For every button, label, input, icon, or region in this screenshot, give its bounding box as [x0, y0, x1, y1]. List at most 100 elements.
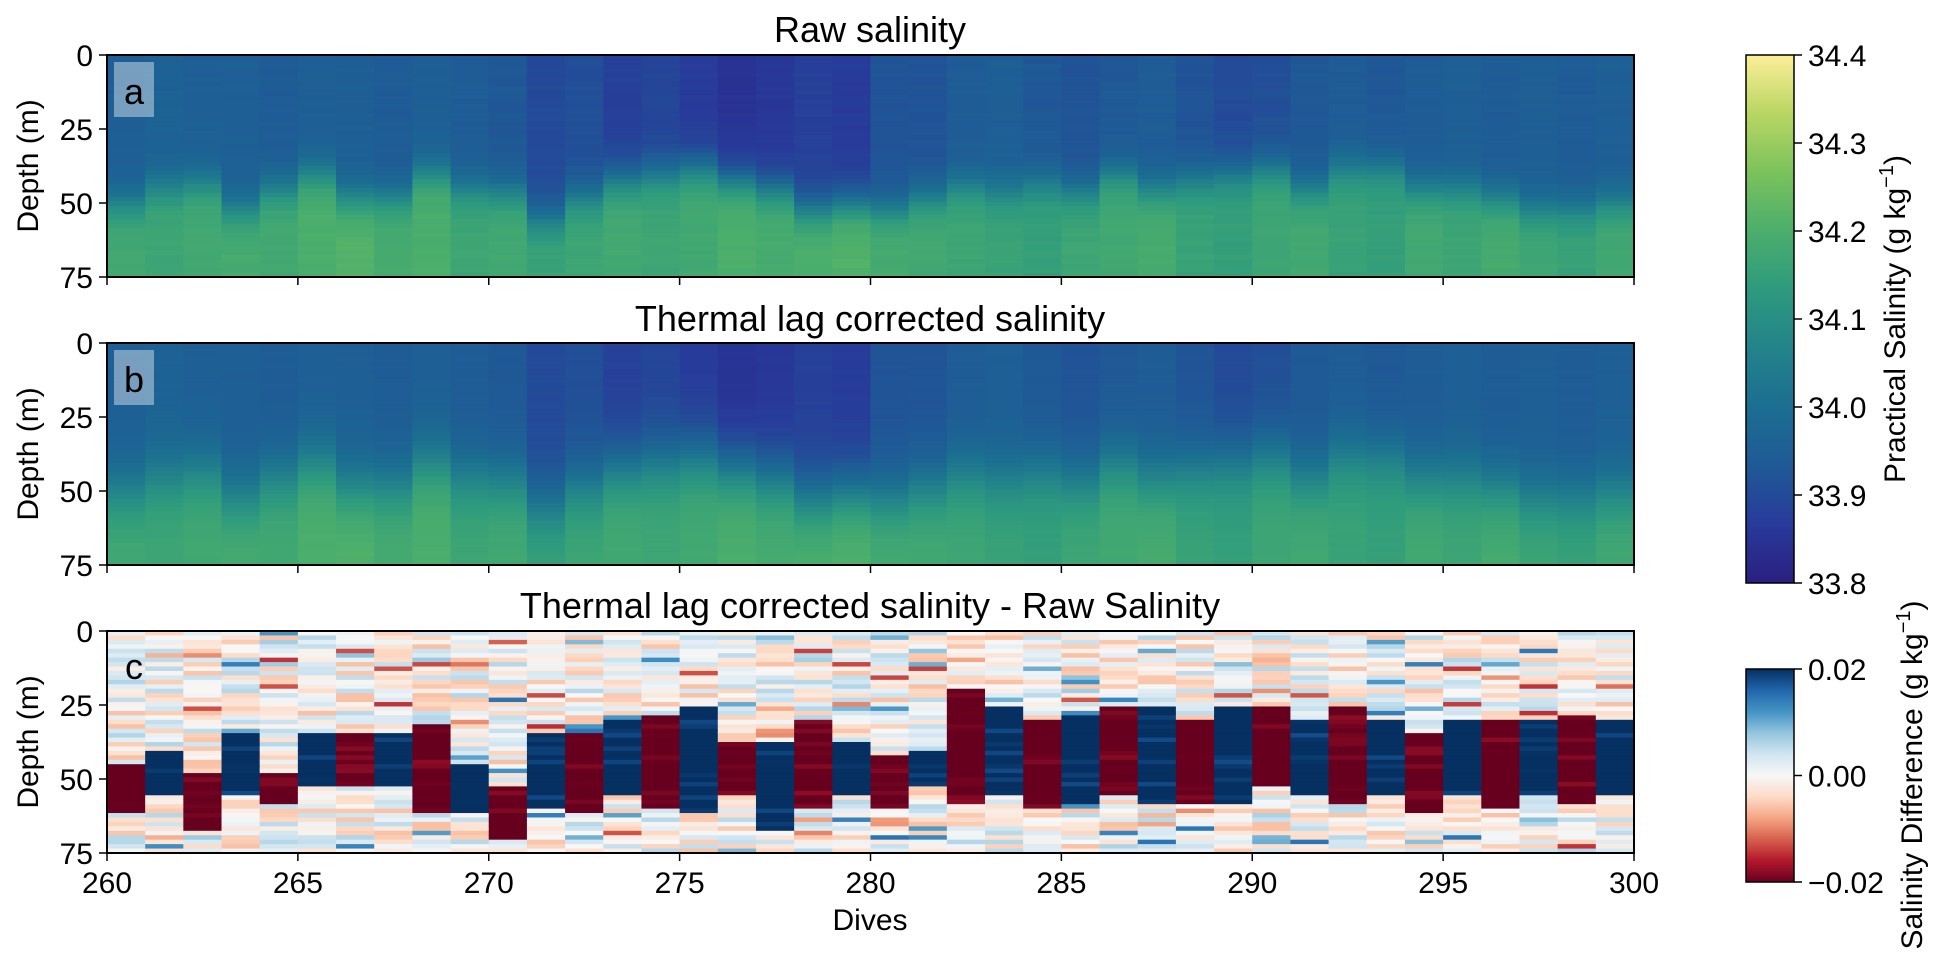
- heatmap-cell: [259, 728, 299, 734]
- heatmap-cell: [832, 117, 872, 123]
- heatmap-cell: [1328, 143, 1368, 149]
- heatmap-cell: [450, 639, 490, 645]
- heatmap-cell: [946, 467, 986, 473]
- heatmap-cell: [1175, 143, 1215, 149]
- heatmap-cell: [107, 467, 146, 473]
- heatmap-cell: [221, 214, 261, 220]
- heatmap-cell: [1061, 431, 1101, 437]
- heatmap-cell: [641, 272, 681, 277]
- heatmap-cell: [1443, 134, 1482, 140]
- heatmap-cell: [1023, 436, 1062, 442]
- heatmap-cell: [794, 631, 833, 637]
- heatmap-cell: [221, 799, 261, 805]
- heatmap-cell: [870, 485, 910, 491]
- heatmap-cell: [1252, 210, 1292, 216]
- heatmap-cell: [1519, 268, 1559, 274]
- heatmap-cell: [870, 223, 910, 229]
- heatmap-cell: [908, 396, 948, 402]
- heatmap-cell: [565, 476, 604, 482]
- heatmap-cell: [1252, 343, 1292, 349]
- heatmap-cell: [259, 192, 299, 198]
- heatmap-cell: [985, 360, 1024, 366]
- heatmap-cell: [794, 170, 833, 176]
- heatmap-cell: [526, 356, 566, 362]
- heatmap-cell: [908, 121, 948, 127]
- heatmap-cell: [1175, 139, 1215, 145]
- heatmap-cell: [717, 263, 757, 269]
- heatmap-cell: [1290, 427, 1330, 433]
- heatmap-cell: [488, 223, 528, 229]
- heatmap-cell: [1481, 166, 1521, 172]
- heatmap-cell: [488, 343, 528, 349]
- heatmap-cell: [488, 347, 528, 353]
- heatmap-cell: [488, 719, 528, 725]
- heatmap-cell: [183, 90, 223, 96]
- heatmap-cell: [1557, 237, 1597, 243]
- heatmap-cell: [794, 68, 833, 74]
- heatmap-cell: [1519, 179, 1559, 185]
- heatmap-cell: [1443, 418, 1482, 424]
- heatmap-cell: [755, 724, 795, 730]
- heatmap-cell: [870, 86, 910, 92]
- heatmap-cell: [794, 493, 833, 499]
- heatmap-cell: [870, 391, 910, 397]
- heatmap-cell: [832, 139, 872, 145]
- heatmap-cell: [603, 63, 643, 69]
- heatmap-cell: [870, 400, 910, 406]
- heatmap-cell: [259, 693, 299, 699]
- heatmap-cell: [1328, 126, 1368, 132]
- heatmap-cell: [107, 55, 146, 61]
- heatmap-cell: [488, 170, 528, 176]
- heatmap-cell: [107, 139, 146, 145]
- heatmap-cell: [336, 237, 375, 243]
- heatmap-cell: [1099, 250, 1139, 256]
- heatmap-cell: [717, 112, 757, 118]
- heatmap-cell: [183, 59, 223, 65]
- heatmap-cell: [259, 86, 299, 92]
- heatmap-cell: [107, 223, 146, 229]
- heatmap-cell: [1519, 197, 1559, 203]
- heatmap-cell: [297, 556, 337, 562]
- heatmap-cell: [832, 121, 872, 127]
- heatmap-cell: [336, 400, 375, 406]
- heatmap-cell: [450, 799, 490, 805]
- heatmap-cell: [1137, 139, 1177, 145]
- heatmap-cell: [1366, 139, 1406, 145]
- heatmap-cell: [336, 219, 375, 225]
- heatmap-cell: [488, 799, 528, 805]
- heatmap-cell: [717, 232, 757, 238]
- heatmap-cell: [832, 693, 872, 699]
- heatmap-cell: [832, 547, 872, 553]
- heatmap-cell: [450, 205, 490, 211]
- heatmap-cell: [1557, 485, 1597, 491]
- heatmap-cell: [488, 706, 528, 712]
- heatmap-cell: [259, 179, 299, 185]
- heatmap-cell: [450, 418, 490, 424]
- heatmap-cell: [603, 750, 643, 756]
- heatmap-cell: [221, 839, 261, 845]
- heatmap-cell: [794, 405, 833, 411]
- heatmap-cell: [297, 830, 337, 836]
- heatmap-cell: [1481, 525, 1521, 531]
- heatmap-cell: [488, 99, 528, 105]
- heatmap-cell: [603, 551, 643, 557]
- heatmap-cell: [526, 542, 566, 548]
- heatmap-cell: [526, 786, 566, 792]
- heatmap-cell: [1214, 103, 1253, 109]
- heatmap-cell: [1290, 121, 1330, 127]
- heatmap-cell: [1404, 374, 1444, 380]
- heatmap-cell: [488, 174, 528, 180]
- heatmap-cell: [1023, 86, 1062, 92]
- heatmap-cell: [297, 219, 337, 225]
- heatmap-cell: [794, 635, 833, 641]
- heatmap-cell: [488, 103, 528, 109]
- heatmap-cell: [1519, 192, 1559, 198]
- heatmap-cell: [1557, 245, 1597, 251]
- heatmap-cell: [336, 813, 375, 819]
- heatmap-cell: [336, 272, 375, 277]
- heatmap-cell: [488, 63, 528, 69]
- heatmap-cell: [679, 343, 719, 349]
- heatmap-cell: [565, 644, 604, 650]
- heatmap-cell: [1404, 551, 1444, 557]
- heatmap-cell: [450, 445, 490, 451]
